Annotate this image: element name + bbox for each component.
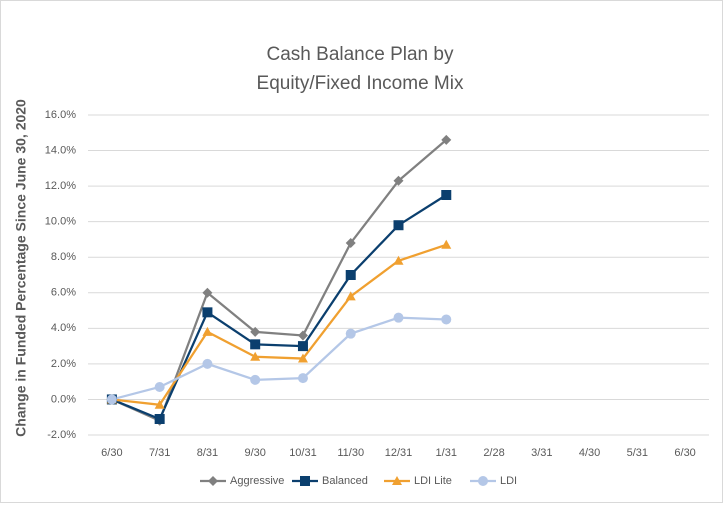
x-tick-label: 7/31 xyxy=(149,447,170,459)
point xyxy=(345,270,356,280)
y-tick-label: 10.0% xyxy=(45,216,76,228)
point xyxy=(345,328,356,339)
point xyxy=(202,326,213,336)
point xyxy=(202,287,213,298)
point xyxy=(393,220,404,231)
point xyxy=(250,374,261,385)
legend-marker xyxy=(478,476,488,486)
y-tick-label: 12.0% xyxy=(45,180,76,192)
y-tick-label: 2.0% xyxy=(51,358,76,370)
point xyxy=(297,353,308,363)
y-tick-label: 4.0% xyxy=(51,322,76,334)
legend-marker xyxy=(300,476,310,486)
point xyxy=(297,373,308,384)
point xyxy=(106,394,117,405)
x-tick-label: 3/31 xyxy=(531,447,552,459)
point xyxy=(441,239,452,249)
x-tick-label: 9/30 xyxy=(244,447,265,459)
y-tick-label: 16.0% xyxy=(45,109,76,121)
point xyxy=(202,307,213,318)
point xyxy=(393,255,404,265)
chart-title: Cash Balance Plan by xyxy=(267,44,454,65)
x-tick-label: 8/31 xyxy=(197,447,218,459)
x-tick-label: 2/28 xyxy=(483,447,504,459)
x-tick-label: 6/30 xyxy=(101,447,122,459)
legend-label: LDI Lite xyxy=(414,475,452,487)
x-tick-label: 12/31 xyxy=(385,447,413,459)
point xyxy=(250,339,261,350)
point xyxy=(345,291,356,301)
point xyxy=(154,382,165,392)
point xyxy=(297,341,308,352)
series-line xyxy=(111,316,447,401)
x-tick-label: 10/31 xyxy=(289,447,317,459)
legend-marker xyxy=(392,476,402,485)
series-line xyxy=(111,194,447,421)
legend-marker xyxy=(208,476,218,486)
point xyxy=(345,238,356,248)
y-tick-label: -2.0% xyxy=(47,429,76,441)
point xyxy=(297,330,308,341)
x-tick-label: 1/31 xyxy=(436,447,457,459)
x-tick-label: 6/30 xyxy=(674,447,695,459)
y-tick-label: 0.0% xyxy=(51,393,76,405)
point xyxy=(202,358,213,369)
y-tick-label: 14.0% xyxy=(45,144,76,156)
point xyxy=(154,414,165,424)
y-axis-label: Change in Funded Percentage Since June 3… xyxy=(13,99,29,437)
point xyxy=(393,175,404,186)
point xyxy=(393,312,404,323)
point xyxy=(441,134,452,145)
point xyxy=(154,399,165,409)
y-tick-label: 8.0% xyxy=(51,251,76,263)
legend-label: LDI xyxy=(500,475,517,487)
point xyxy=(250,351,261,361)
legend-label: Aggressive xyxy=(230,475,284,487)
series-line xyxy=(111,243,447,406)
point xyxy=(441,314,452,325)
x-tick-label: 4/30 xyxy=(579,447,600,459)
y-tick-label: 6.0% xyxy=(51,287,76,299)
legend-label: Balanced xyxy=(322,475,368,487)
point xyxy=(250,326,261,337)
point xyxy=(441,190,452,200)
chart-title: Equity/Fixed Income Mix xyxy=(257,73,464,94)
x-tick-label: 5/31 xyxy=(627,447,648,459)
x-tick-label: 11/30 xyxy=(337,447,364,459)
